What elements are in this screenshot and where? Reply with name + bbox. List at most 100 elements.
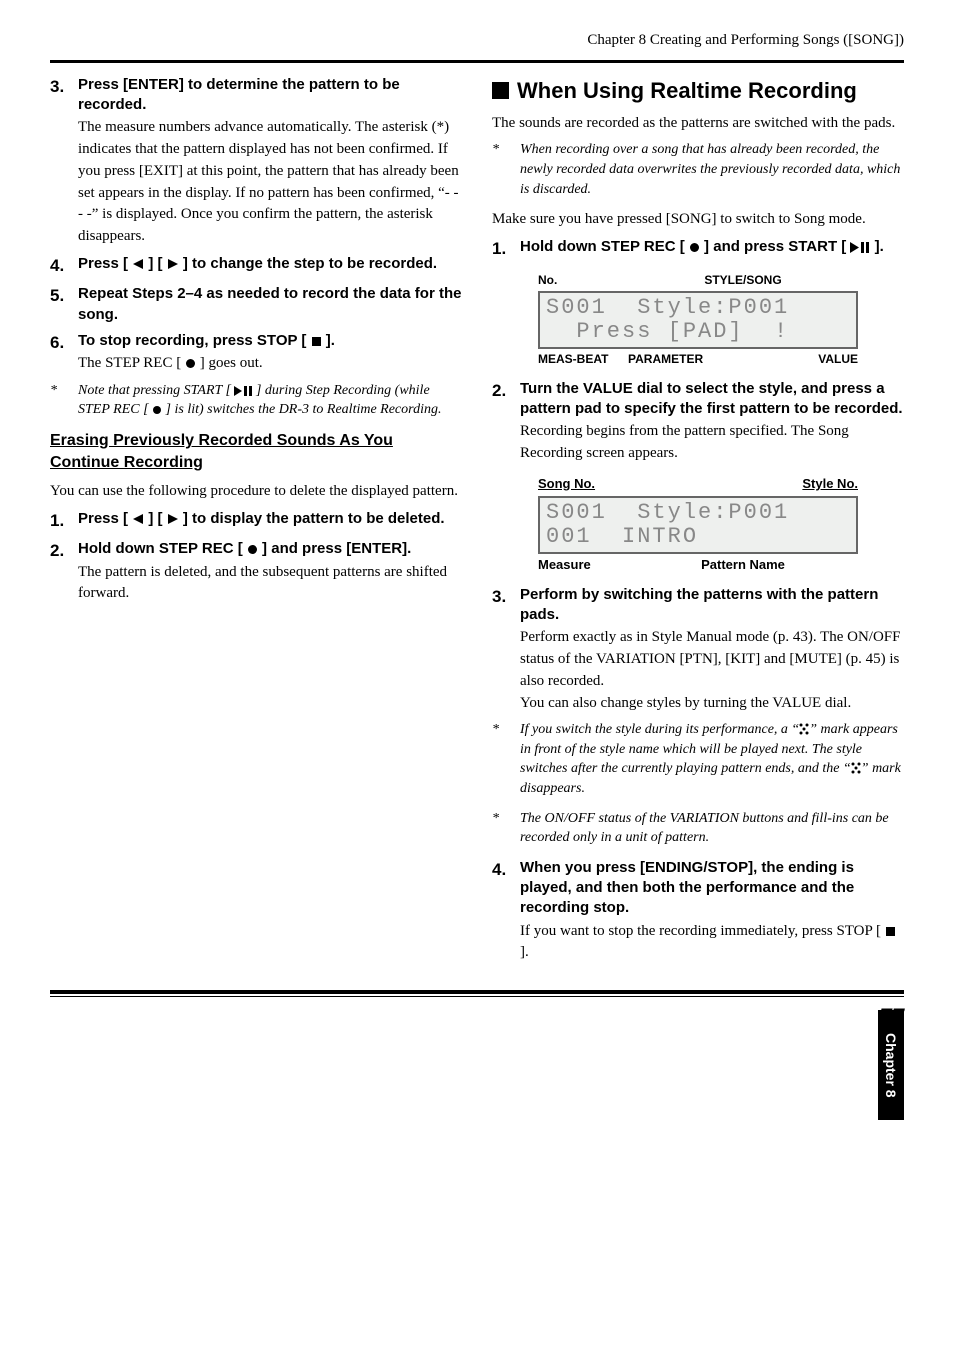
footnote: * When recording over a song that has al… xyxy=(492,140,904,199)
lcd-line: Press [PAD] ! xyxy=(546,320,850,344)
subsection-heading: Erasing Previously Recorded Sounds As Yo… xyxy=(50,430,462,475)
text: Note that pressing START [ xyxy=(78,383,234,398)
lcd-label-songno: Song No. xyxy=(538,475,768,494)
rt-step-4: 4. When you press [ENDING/STOP], the end… xyxy=(492,858,904,964)
triangle-left-icon xyxy=(132,513,144,525)
lcd-label-stylesong: STYLE/SONG xyxy=(628,272,858,289)
lcd-label-value: VALUE xyxy=(788,351,858,368)
rt-step-1: 1. Hold down STEP REC [ ] and press STAR… xyxy=(492,237,904,262)
lcd-line: S001 Style:P001 xyxy=(546,296,850,320)
text: ]. xyxy=(322,332,335,349)
play-pause-icon xyxy=(850,242,870,253)
body-text: Make sure you have pressed [SONG] to swi… xyxy=(492,209,904,231)
step-number: 4. xyxy=(492,858,520,964)
footnote: * The ON/OFF status of the VARIATION but… xyxy=(492,809,904,848)
record-circle-icon xyxy=(247,544,258,555)
text: ] to change the step to be recorded. xyxy=(179,255,437,272)
step-desc: Recording begins from the pattern specif… xyxy=(520,421,904,465)
footnote: * If you switch the style during its per… xyxy=(492,720,904,798)
lcd-line: S001 Style:P001 xyxy=(546,501,850,525)
triangle-right-icon xyxy=(167,513,179,525)
text: ] and press START [ xyxy=(700,238,851,255)
step-4: 4. Press [ ] [ ] to change the step to b… xyxy=(50,254,462,279)
triangle-right-icon xyxy=(167,258,179,270)
step-number: 4. xyxy=(50,254,78,279)
text: ]. xyxy=(520,944,529,960)
rt-step-3: 3. Perform by switching the patterns wit… xyxy=(492,585,904,715)
step-desc: The STEP REC [ ] goes out. xyxy=(78,353,462,375)
note-text: If you switch the style during its perfo… xyxy=(520,720,904,798)
step-title: Turn the VALUE dial to select the style,… xyxy=(520,379,904,420)
step-number: 3. xyxy=(50,75,78,248)
page-number: 77 xyxy=(50,1001,904,1033)
text: ] [ xyxy=(144,510,167,527)
text: ] [ xyxy=(144,255,167,272)
page-header: Chapter 8 Creating and Performing Songs … xyxy=(50,30,904,52)
stop-square-icon xyxy=(885,926,896,937)
page-footer: 77 xyxy=(50,990,904,1033)
step-number: 3. xyxy=(492,585,520,715)
text: ] is lit) switches the DR-3 to Realtime … xyxy=(162,402,441,417)
asterisk: * xyxy=(492,140,520,199)
step-title: When you press [ENDING/STOP], the ending… xyxy=(520,858,904,919)
header-rule xyxy=(50,60,904,63)
square-bullet-icon xyxy=(492,82,509,99)
lcd-label-parameter: PARAMETER xyxy=(628,351,788,368)
step-desc: The pattern is deleted, and the subseque… xyxy=(78,562,462,606)
section-heading: When Using Realtime Recording xyxy=(492,75,904,107)
step-number: 1. xyxy=(492,237,520,262)
lcd-screen: S001 Style:P001 Press [PAD] ! xyxy=(538,291,858,349)
text: The STEP REC [ xyxy=(78,355,185,371)
step-title: Hold down STEP REC [ ] and press START [… xyxy=(520,237,904,257)
right-column: When Using Realtime Recording The sounds… xyxy=(492,75,904,970)
text: ]. xyxy=(870,238,883,255)
text: ] to display the pattern to be deleted. xyxy=(179,510,445,527)
stop-square-icon xyxy=(311,336,322,347)
body-text: You can use the following procedure to d… xyxy=(50,481,462,503)
record-circle-icon xyxy=(689,242,700,253)
step-number: 2. xyxy=(50,539,78,605)
step-number: 2. xyxy=(492,379,520,465)
lcd-label-no: No. xyxy=(538,272,628,289)
step-desc: The measure numbers advance automaticall… xyxy=(78,117,462,248)
erase-step-2: 2. Hold down STEP REC [ ] and press [ENT… xyxy=(50,539,462,605)
body-text: The sounds are recorded as the patterns … xyxy=(492,113,904,135)
footnote: * Note that pressing START [ ] during St… xyxy=(50,381,462,420)
step-title: Repeat Steps 2–4 as needed to record the… xyxy=(78,284,462,325)
text: Hold down STEP REC [ xyxy=(78,540,247,557)
step-6: 6. To stop recording, press STOP [ ]. Th… xyxy=(50,331,462,375)
step-title: To stop recording, press STOP [ ]. xyxy=(78,331,462,351)
step-title: Perform by switching the patterns with t… xyxy=(520,585,904,626)
left-column: 3. Press [ENTER] to determine the patter… xyxy=(50,75,462,970)
record-circle-icon xyxy=(152,405,162,415)
lcd-label-styleno: Style No. xyxy=(768,475,858,494)
step-title: Press [ENTER] to determine the pattern t… xyxy=(78,75,462,116)
step-number: 1. xyxy=(50,509,78,534)
asterisk: * xyxy=(492,720,520,798)
step-number: 5. xyxy=(50,284,78,325)
rt-step-2: 2. Turn the VALUE dial to select the sty… xyxy=(492,379,904,465)
lcd-label-patternname: Pattern Name xyxy=(628,556,858,575)
step-desc: If you want to stop the recording immedi… xyxy=(520,921,904,965)
record-circle-icon xyxy=(185,358,196,369)
lcd-screen: S001 Style:P001 001 INTRO xyxy=(538,496,858,554)
lcd-line: 001 INTRO xyxy=(546,525,850,549)
heading-text: When Using Realtime Recording xyxy=(517,78,857,103)
text: ] and press [ENTER]. xyxy=(258,540,411,557)
text: ] goes out. xyxy=(196,355,263,371)
step-5: 5. Repeat Steps 2–4 as needed to record … xyxy=(50,284,462,325)
play-pause-icon xyxy=(234,386,252,396)
text: Press [ xyxy=(78,255,132,272)
erase-step-1: 1. Press [ ] [ ] to display the pattern … xyxy=(50,509,462,534)
text: If you switch the style during its perfo… xyxy=(520,722,799,737)
chapter-tab: Chapter 8 xyxy=(878,1010,904,1120)
text: Hold down STEP REC [ xyxy=(520,238,689,255)
lcd-display-2: Song No. Style No. S001 Style:P001 001 I… xyxy=(538,475,858,575)
lcd-display-1: No. STYLE/SONG S001 Style:P001 Press [PA… xyxy=(538,272,858,369)
step-title: Press [ ] [ ] to change the step to be r… xyxy=(78,254,462,274)
text: If you want to stop the recording immedi… xyxy=(520,923,885,939)
text: Press [ xyxy=(78,510,132,527)
step-desc: Perform exactly as in Style Manual mode … xyxy=(520,627,904,714)
step-title: Press [ ] [ ] to display the pattern to … xyxy=(78,509,462,529)
note-text: Note that pressing START [ ] during Step… xyxy=(78,381,462,420)
